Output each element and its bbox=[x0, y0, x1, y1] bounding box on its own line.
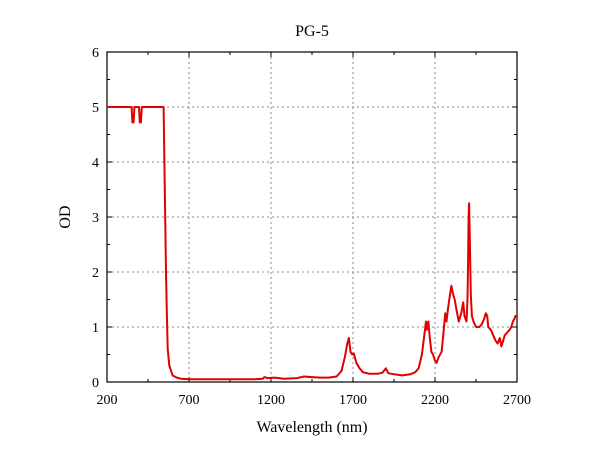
y-axis-label: OD bbox=[57, 205, 74, 228]
chart-title: PG-5 bbox=[295, 23, 329, 40]
tick-labels: 200 700 1200 1700 2200 2700 0 1 2 3 4 5 6 bbox=[92, 46, 531, 408]
x-tick-label: 700 bbox=[179, 393, 200, 408]
x-tick-label: 1700 bbox=[339, 393, 367, 408]
y-tick-label: 1 bbox=[92, 321, 99, 336]
x-tick-label: 1200 bbox=[257, 393, 285, 408]
grid-lines bbox=[107, 52, 517, 382]
x-axis-label: Wavelength (nm) bbox=[256, 419, 367, 436]
y-tick-label: 6 bbox=[92, 46, 99, 61]
x-tick-label: 2200 bbox=[421, 393, 449, 408]
x-tick-label: 2700 bbox=[503, 393, 531, 408]
y-tick-label: 4 bbox=[92, 156, 99, 171]
y-tick-label: 3 bbox=[92, 211, 99, 226]
y-tick-label: 5 bbox=[92, 101, 99, 116]
series-line bbox=[107, 106, 517, 381]
y-tick-label: 2 bbox=[92, 266, 99, 281]
x-tick-label: 200 bbox=[97, 393, 118, 408]
y-tick-label: 0 bbox=[92, 376, 99, 391]
